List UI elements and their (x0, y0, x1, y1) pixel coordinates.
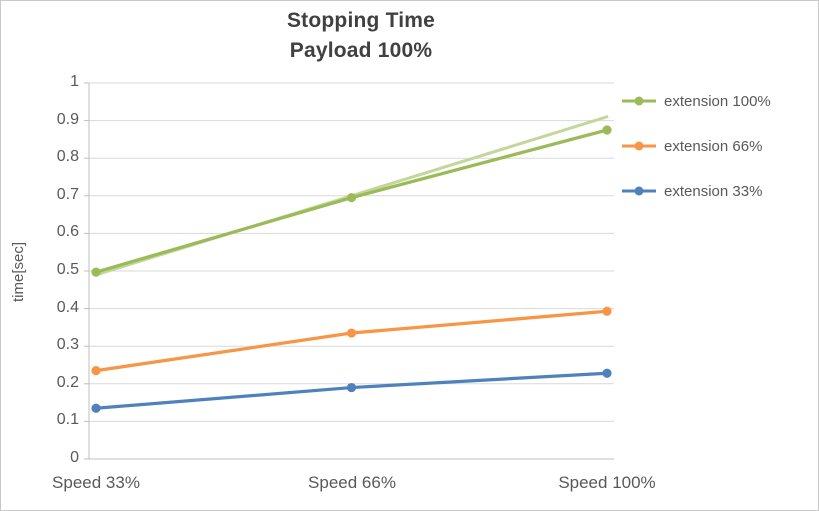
y-axis-tick-label: 0.7 (56, 185, 79, 203)
y-axis-tick-label: 0.2 (56, 373, 79, 391)
y-axis-tick-label: 0.5 (56, 261, 79, 278)
legend-label: extension 66% (664, 137, 763, 155)
chart-title: Stopping Time (286, 9, 436, 32)
y-axis-tick-label: 0.6 (56, 223, 79, 241)
x-axis-label-2: Speed 66% (308, 473, 396, 492)
y-axis-tick-label: 0.1 (56, 411, 79, 429)
legend-swatch-icon (622, 186, 656, 196)
legend-entry-extension-100: extension 100% (621, 89, 771, 113)
y-axis-tick-label: 0.8 (56, 148, 79, 166)
x-axis-label-3: Speed 100% (558, 473, 656, 492)
x-axis-label-1: Speed 33% (52, 473, 140, 492)
legend-entry-extension-33: extension 33% (621, 179, 771, 203)
chart-subtitle: Payload 100% (289, 39, 433, 62)
legend-swatch-icon (622, 96, 656, 106)
legend: extension 100% extension 66% extension 3… (621, 89, 771, 224)
y-axis-tick-label: 0 (70, 449, 79, 466)
y-axis-tick-label: 1 (70, 73, 79, 90)
legend-swatch-icon (622, 141, 656, 151)
legend-entry-extension-66: extension 66% (621, 134, 771, 158)
y-axis-tick-label: 0.9 (56, 110, 79, 128)
y-axis-tick-label: 0.4 (56, 298, 79, 316)
y-axis-title: time[sec] (10, 242, 27, 303)
y-axis-tick-label: 0.3 (56, 336, 79, 354)
legend-label: extension 100% (664, 92, 771, 110)
legend-label: extension 33% (664, 182, 763, 200)
